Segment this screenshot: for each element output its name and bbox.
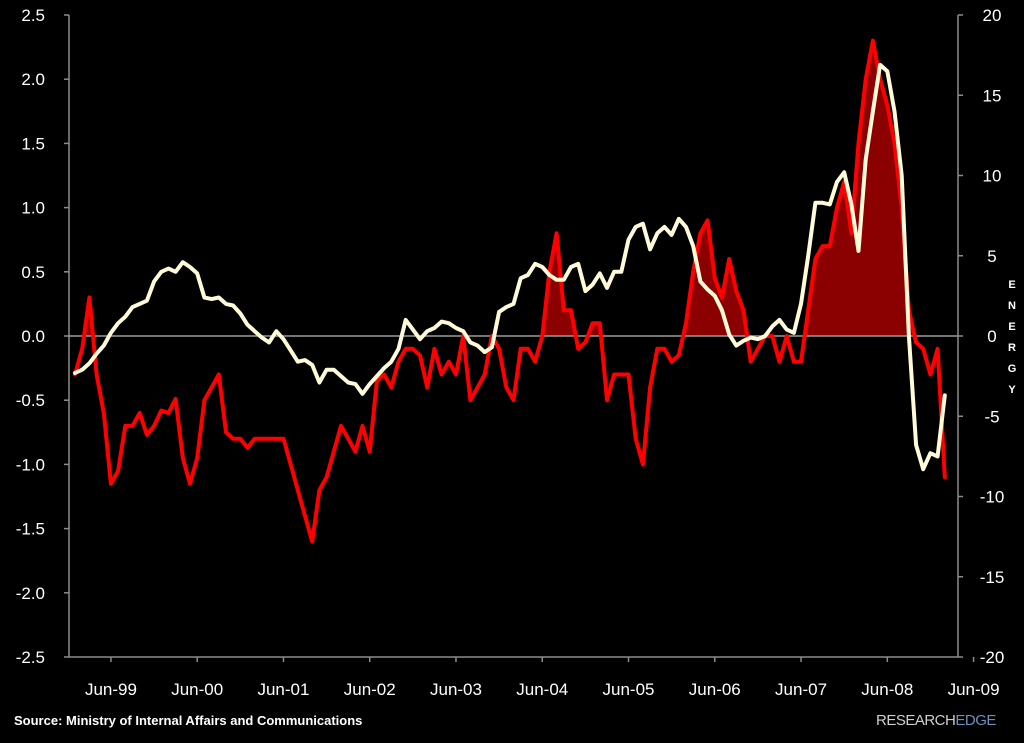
logo-accent-text: EDGE <box>955 712 996 729</box>
logo-main-text: RESEARCH <box>876 712 956 729</box>
right-tick-label: 10 <box>983 167 1002 186</box>
x-tick-label: Jun-09 <box>948 680 1000 699</box>
right-axis-label-letter: E <box>1008 321 1015 333</box>
right-axis-label-letter: E <box>1008 279 1015 291</box>
right-axis-label-letter: R <box>1008 342 1016 354</box>
x-tick-label: Jun-05 <box>603 680 655 699</box>
x-tick-label: Jun-99 <box>85 680 137 699</box>
right-tick-label: -20 <box>980 648 1005 667</box>
series-lines <box>73 38 947 544</box>
left-tick-label: 1.0 <box>21 199 45 218</box>
left-tick-label: 2.0 <box>21 70 45 89</box>
left-tick-label: 0.0 <box>21 327 45 346</box>
right-axis-label-letter: G <box>1008 363 1017 375</box>
positive-area-fill <box>75 40 945 336</box>
left-tick-label: -0.5 <box>16 391 45 410</box>
series-line-energy <box>73 62 947 472</box>
x-tick-label: Jun-07 <box>775 680 827 699</box>
right-tick-label: -10 <box>980 488 1005 507</box>
right-tick-label: 0 <box>987 327 996 346</box>
x-tick-label: Jun-06 <box>689 680 741 699</box>
axes <box>64 14 975 662</box>
right-axis-label-letter: N <box>1008 300 1016 312</box>
source-note: Source: Ministry of Internal Affairs and… <box>14 713 363 728</box>
left-tick-label: -1.0 <box>16 455 45 474</box>
right-tick-label: 5 <box>987 247 996 266</box>
left-tick-label: 1.5 <box>21 134 45 153</box>
x-tick-label: Jun-01 <box>257 680 309 699</box>
left-tick-label: 2.5 <box>21 6 45 25</box>
right-tick-label: -5 <box>984 407 999 426</box>
left-tick-label: -2.5 <box>16 648 45 667</box>
right-axis-label-letter: Y <box>1008 384 1016 396</box>
series-line-left-axis <box>73 38 947 544</box>
right-tick-label: 20 <box>983 6 1002 25</box>
brand-logo: RESEARCHEDGE <box>876 712 996 729</box>
x-tick-label: Jun-00 <box>171 680 223 699</box>
left-tick-label: -2.0 <box>16 584 45 603</box>
tick-labels: 2.5 2.0 1.5 1.0 0.5 0.0 -0.5 -1.0 -1.5 -2.0 -2.5 20… <box>16 6 1005 699</box>
x-tick-label: Jun-08 <box>861 680 913 699</box>
x-tick-label: Jun-04 <box>516 680 568 699</box>
x-tick-label: Jun-02 <box>344 680 396 699</box>
series-positive-area <box>75 40 945 336</box>
right-tick-label: 15 <box>983 86 1002 105</box>
x-tick-label: Jun-03 <box>430 680 482 699</box>
right-tick-label: -15 <box>980 568 1005 587</box>
left-tick-label: 0.5 <box>21 263 45 282</box>
left-tick-label: -1.5 <box>16 520 45 539</box>
